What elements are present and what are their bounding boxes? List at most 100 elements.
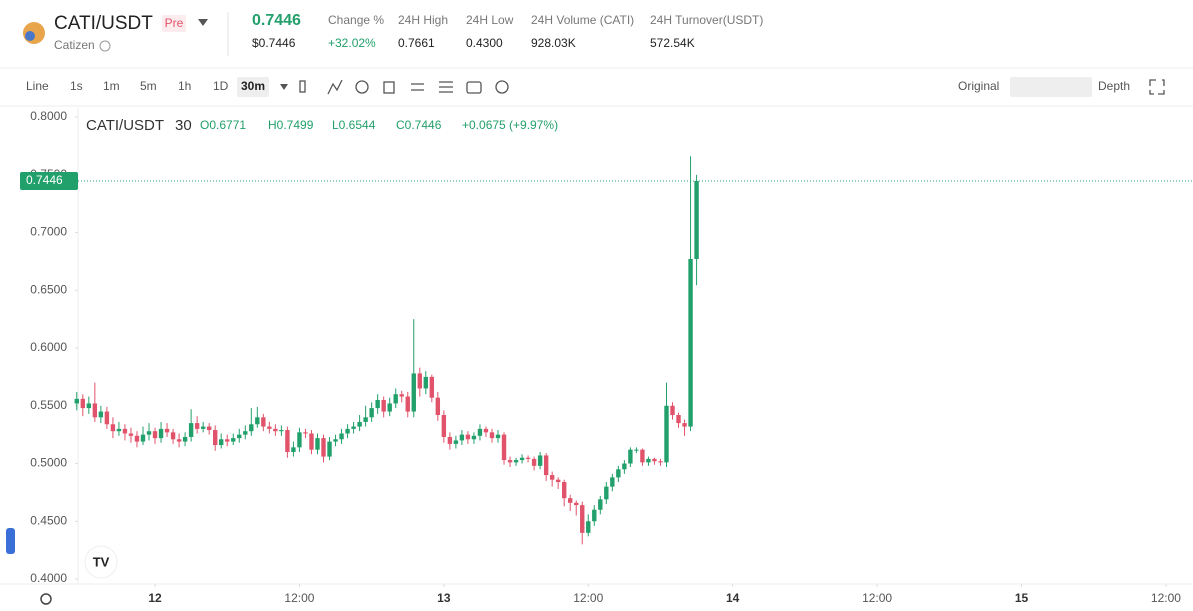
- candle-body: [188, 423, 194, 437]
- candle-body: [146, 431, 152, 435]
- candle-body: [122, 428, 128, 434]
- stat-value: 0.7661: [398, 36, 435, 50]
- interval-button[interactable]: 1h: [178, 79, 191, 93]
- interval-button[interactable]: 1m: [103, 79, 120, 93]
- ohlc-label: O0.6771: [200, 118, 246, 132]
- fullscreen-icon[interactable]: [1149, 79, 1165, 95]
- candle-body: [104, 411, 110, 425]
- candle-body: [194, 423, 200, 429]
- candle-body: [459, 434, 465, 441]
- candle-body: [525, 457, 531, 459]
- candle-body: [170, 432, 176, 440]
- interval-active-bg: [237, 77, 269, 97]
- candle-body: [255, 417, 260, 425]
- candle-body: [574, 502, 579, 506]
- candle-body: [549, 475, 555, 480]
- price-usd: $0.7446: [252, 36, 296, 50]
- x-tick-label: 12:00: [573, 591, 603, 605]
- pre-tag: Pre: [165, 16, 184, 30]
- y-tick-label: 0.6000: [30, 340, 67, 354]
- candle-body: [176, 439, 182, 442]
- candle-body: [507, 460, 513, 463]
- ohlc-label: H0.7499: [268, 118, 314, 132]
- candle-body: [92, 403, 98, 418]
- candle-body: [688, 258, 693, 427]
- interval-button[interactable]: 1s: [70, 79, 83, 93]
- candle-body: [219, 439, 224, 446]
- candle-body: [158, 428, 164, 439]
- ohlc-label: L0.6544: [332, 118, 376, 132]
- candle-body: [273, 428, 278, 432]
- swap-icon[interactable]: [411, 83, 424, 91]
- candle-body: [357, 421, 362, 427]
- candle-body: [640, 449, 645, 463]
- ohlc-label: +0.0675 (+9.97%): [462, 118, 558, 132]
- indicator-icon[interactable]: [327, 79, 343, 95]
- x-tick-label: 15: [1015, 591, 1029, 605]
- interval-button[interactable]: 30m: [241, 79, 265, 93]
- tag-bg: [162, 15, 186, 32]
- interval-button[interactable]: 5m: [140, 79, 157, 93]
- side-tab[interactable]: [6, 528, 15, 554]
- candle-body: [555, 479, 561, 483]
- candle-body: [327, 441, 332, 457]
- candle-body: [465, 434, 471, 440]
- candle-body: [453, 440, 459, 444]
- ohlc-label: C0.7446: [396, 118, 442, 132]
- view-active-bg: [1010, 77, 1092, 97]
- view-button[interactable]: Depth: [1098, 79, 1130, 93]
- stat-label: 24H High: [398, 13, 448, 27]
- stat-value: 928.03K: [531, 36, 576, 50]
- candle-body: [580, 505, 585, 533]
- x-tick-label: 12:00: [284, 591, 314, 605]
- reset-icon[interactable]: [495, 80, 509, 94]
- candle-body: [610, 477, 615, 487]
- info-icon[interactable]: [99, 40, 111, 52]
- candle-body: [393, 394, 398, 404]
- tv-logo-text: TV: [93, 554, 110, 569]
- candle-body: [543, 455, 549, 476]
- candle-body: [646, 458, 651, 463]
- candle-icon[interactable]: [299, 80, 306, 93]
- y-tick-label: 0.5000: [30, 456, 67, 470]
- candle-body: [116, 428, 122, 432]
- candle-body: [417, 373, 422, 389]
- candle-body: [616, 469, 621, 478]
- interval-button[interactable]: 1D: [213, 79, 229, 93]
- candle-body: [291, 447, 296, 452]
- candle-body: [435, 397, 441, 416]
- y-tick-label: 0.6500: [30, 282, 67, 296]
- candle-body: [483, 428, 489, 433]
- camera-icon[interactable]: [466, 81, 482, 94]
- view-button[interactable]: Original: [958, 79, 999, 93]
- interval-dropdown[interactable]: [280, 84, 288, 90]
- candle-body: [561, 482, 567, 499]
- candle-body: [261, 417, 266, 427]
- candle-body: [74, 398, 79, 404]
- candle-body: [369, 408, 374, 418]
- delete-icon[interactable]: [383, 81, 395, 94]
- stat-label: Change %: [328, 13, 384, 27]
- x-tick-label: 13: [437, 591, 451, 605]
- candle-body: [225, 439, 230, 442]
- pair-dropdown[interactable]: [198, 19, 208, 26]
- candle-body: [206, 426, 212, 431]
- toolbar-icons: [299, 79, 509, 95]
- candle-body: [375, 399, 380, 409]
- candle-body: [231, 438, 236, 442]
- list-icon[interactable]: [439, 81, 453, 93]
- candle-body: [658, 461, 663, 463]
- settings-button[interactable]: [40, 593, 52, 605]
- tv-logo[interactable]: [84, 545, 118, 579]
- candle-body: [405, 396, 410, 412]
- candle-body: [652, 458, 657, 462]
- candle-body: [321, 438, 326, 457]
- interval-button[interactable]: Line: [26, 79, 49, 93]
- pair-name[interactable]: CATI/USDT: [54, 13, 153, 34]
- settings-icon[interactable]: [355, 80, 369, 94]
- last-price: 0.7446: [252, 12, 301, 29]
- candle-body: [345, 428, 350, 434]
- candle-body: [399, 394, 404, 397]
- candle-body: [351, 426, 356, 429]
- candle-body: [592, 509, 597, 522]
